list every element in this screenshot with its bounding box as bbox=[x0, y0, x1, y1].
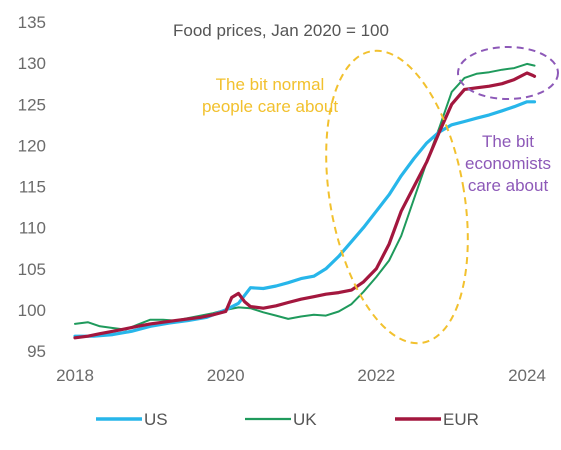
series-line-us bbox=[73, 100, 537, 338]
y-tick-label: 100 bbox=[18, 301, 46, 320]
chart-title: Food prices, Jan 2020 = 100 bbox=[173, 21, 389, 40]
y-tick-label: 105 bbox=[18, 260, 46, 279]
x-tick-label: 2024 bbox=[508, 366, 546, 385]
legend-label-uk: UK bbox=[293, 410, 317, 429]
annotation-economists-line: care about bbox=[468, 176, 549, 195]
annotation-economists-line: The bit bbox=[482, 132, 534, 151]
legend-label-us: US bbox=[144, 410, 168, 429]
annotation-normal-people-line: The bit normal bbox=[216, 75, 325, 94]
y-tick-label: 130 bbox=[18, 54, 46, 73]
x-tick-label: 2022 bbox=[357, 366, 395, 385]
y-tick-label: 125 bbox=[18, 95, 46, 114]
annotation-normal-people-line: people care about bbox=[202, 97, 338, 116]
x-tick-label: 2020 bbox=[207, 366, 245, 385]
normal-people-highlight-ellipse bbox=[325, 49, 469, 345]
y-tick-label: 95 bbox=[27, 342, 46, 361]
legend-label-eur: EUR bbox=[443, 410, 479, 429]
y-axis-tick-labels: 95 100 105 110 115 120 125 130 135 bbox=[18, 13, 46, 361]
y-tick-label: 115 bbox=[19, 178, 46, 197]
y-tick-label: 120 bbox=[18, 136, 46, 155]
series-line-uk bbox=[74, 62, 536, 331]
economists-highlight-ellipse bbox=[457, 46, 559, 100]
chart-legend: US UK EUR bbox=[96, 410, 479, 429]
y-tick-label: 135 bbox=[18, 13, 46, 32]
y-tick-label: 110 bbox=[19, 219, 46, 238]
x-axis-tick-labels: 2018 2020 2022 2024 bbox=[56, 366, 546, 385]
x-tick-label: 2018 bbox=[56, 366, 94, 385]
annotation-economists-line: economists bbox=[465, 154, 551, 173]
chart-annotations: The bit normal people care about The bit ec… bbox=[202, 75, 551, 195]
